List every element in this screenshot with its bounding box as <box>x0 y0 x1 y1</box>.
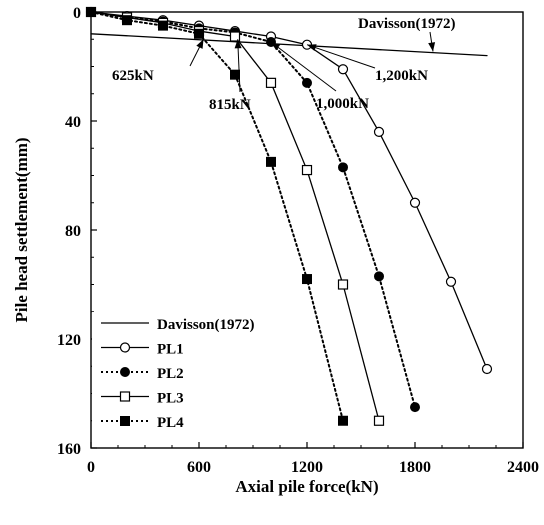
annotation-a815: 815kN <box>209 39 251 113</box>
series-pl4 <box>86 7 348 426</box>
annotation-arrow-head <box>428 42 436 52</box>
x-tick-label: 600 <box>187 459 211 476</box>
legend-item: PL1 <box>101 342 184 358</box>
legend-marker <box>120 416 130 426</box>
legend-label: PL1 <box>157 342 184 358</box>
legend-marker <box>120 367 130 377</box>
legend-item: PL4 <box>101 415 184 431</box>
legend-marker <box>119 342 131 353</box>
data-point <box>122 15 132 26</box>
x-tick-label: 0 <box>87 459 95 476</box>
data-point <box>337 279 349 290</box>
data-point <box>86 7 96 17</box>
legend: Davisson(1972) PL1 PL2 PL3 PL4 <box>92 312 297 442</box>
annotation-arrow-line <box>270 41 337 92</box>
data-point <box>302 274 312 285</box>
annotation-arrow-line <box>306 44 376 69</box>
series-davisson-1972 <box>90 33 488 57</box>
annotation-label: 815kN <box>209 97 251 113</box>
series-line <box>90 11 488 370</box>
x-tick-label: 2400 <box>507 459 539 476</box>
legend-items: Davisson(1972) PL1 PL2 PL3 PL4 <box>101 317 255 431</box>
data-point <box>481 363 493 375</box>
series-line <box>90 11 416 409</box>
annotation-arrow-head <box>271 41 281 51</box>
data-point <box>409 197 421 208</box>
data-point <box>230 69 240 80</box>
annotation-a1200: 1,200kN <box>306 44 428 84</box>
legend-marker <box>119 391 131 402</box>
data-point <box>410 402 420 413</box>
data-point <box>374 271 384 282</box>
y-tick-label: 80 <box>65 223 81 240</box>
data-point <box>445 276 457 287</box>
legend-label: PL3 <box>157 391 184 407</box>
y-tick-label: 40 <box>65 114 81 131</box>
data-point <box>158 20 168 31</box>
y-axis-ticks: 0 40 80 120 160 <box>57 5 97 458</box>
data-point <box>194 28 204 39</box>
x-axis-ticks: 0 600 1200 1800 2400 <box>87 442 539 476</box>
data-point <box>337 64 349 75</box>
series-line <box>90 33 488 57</box>
series-layer <box>85 6 493 426</box>
legend-label: PL4 <box>157 415 184 431</box>
data-point <box>265 77 277 88</box>
annotation-davisson: Davisson(1972) <box>358 16 456 52</box>
annotation-label: 1,000kN <box>316 96 369 112</box>
annotation-arrow-head <box>307 44 317 51</box>
legend-item: Davisson(1972) <box>101 317 255 333</box>
data-point <box>301 164 313 176</box>
y-axis-label: Pile head settlement(mm) <box>12 137 31 322</box>
x-tick-label: 1200 <box>291 459 323 476</box>
annotation-arrow-head <box>234 39 242 49</box>
data-point <box>338 415 348 426</box>
annotation-label: Davisson(1972) <box>358 16 456 32</box>
annotation-a625: 625kN <box>112 39 204 84</box>
annotation-label: 625kN <box>112 68 154 84</box>
data-point <box>266 156 276 167</box>
data-point <box>373 415 385 426</box>
series-line <box>90 11 344 422</box>
legend-label: PL2 <box>157 366 184 382</box>
data-point <box>373 126 385 137</box>
legend-label: Davisson(1972) <box>157 317 255 333</box>
annotation-a1000: 1,000kN <box>270 41 369 112</box>
x-axis-label: Axial pile force(kN) <box>235 477 378 496</box>
legend-item: PL3 <box>101 391 184 407</box>
annotation-label: 1,200kN <box>375 68 428 84</box>
y-tick-label: 160 <box>57 441 81 458</box>
data-point <box>229 31 241 42</box>
data-point <box>338 162 348 173</box>
data-point <box>302 77 312 88</box>
annotation-layer: Davisson(1972) 625kN 815kN 1,000kN 1,200kN <box>112 16 456 113</box>
y-tick-label: 0 <box>73 5 81 22</box>
legend-item: PL2 <box>101 366 184 382</box>
x-tick-label: 1800 <box>399 459 431 476</box>
y-tick-label: 120 <box>57 332 81 349</box>
annotation-arrow-head <box>196 39 204 49</box>
